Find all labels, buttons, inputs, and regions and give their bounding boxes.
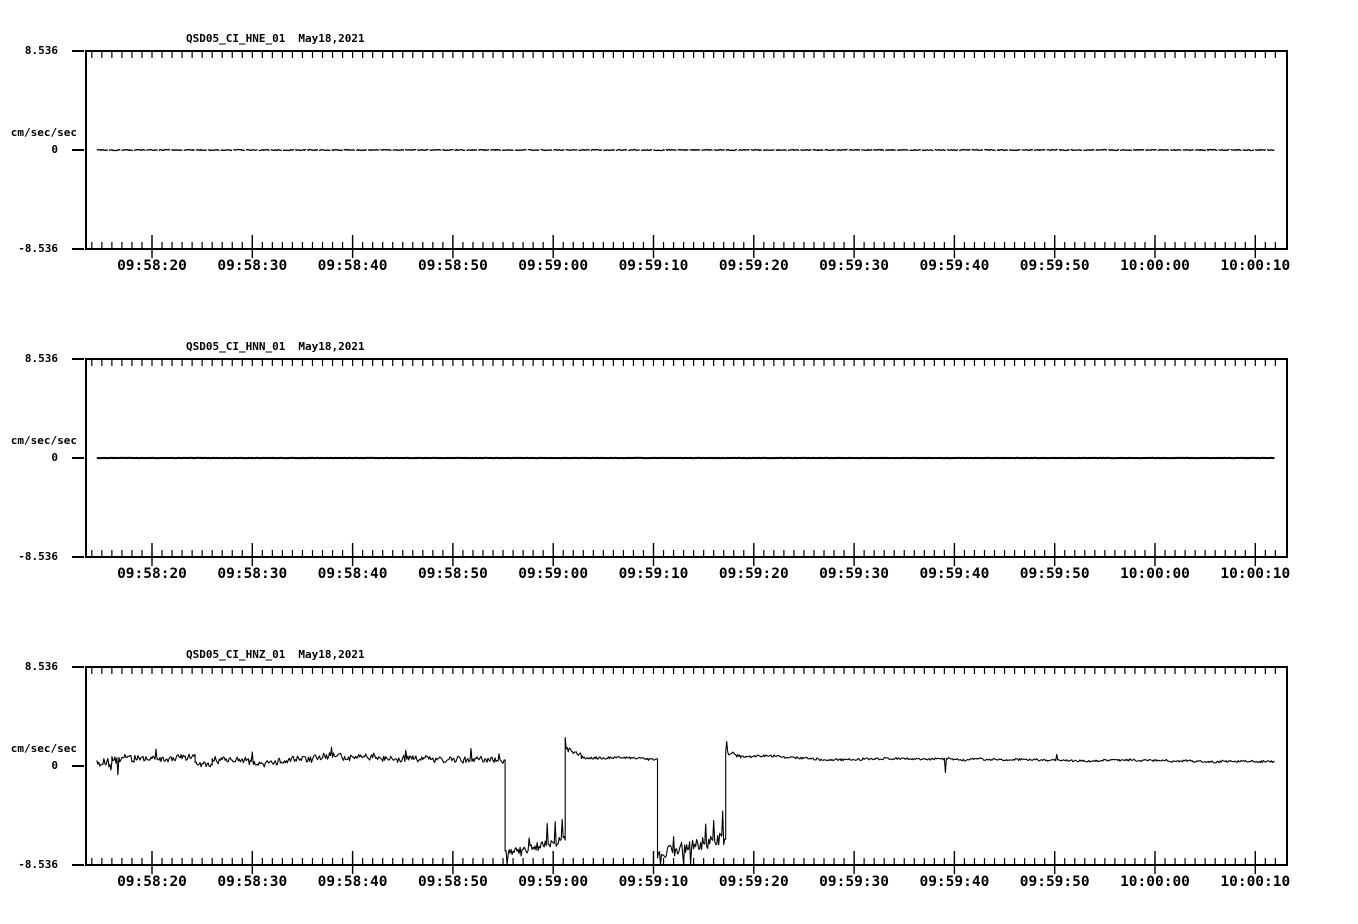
x-tick-label: 09:59:00 — [518, 258, 589, 274]
x-tick-label: 09:58:50 — [417, 566, 488, 582]
panel-date: May18,2021 — [298, 32, 365, 45]
x-tick-label: 09:59:30 — [819, 566, 890, 582]
panel-title: QSD05_CI_HNZ_01 — [186, 648, 286, 661]
x-tick-label: 09:58:40 — [317, 258, 388, 274]
x-tick-label: 09:58:50 — [417, 874, 488, 890]
y-axis-max-label: 8.536 — [24, 352, 58, 365]
panel-date: May18,2021 — [298, 340, 365, 353]
x-tick-label: 10:00:10 — [1220, 874, 1291, 890]
x-tick-label: 10:00:00 — [1120, 566, 1190, 582]
x-tick-label: 09:59:30 — [819, 874, 890, 890]
trace-QSD05_CI_HNZ_01 — [96, 737, 1275, 866]
y-axis-unit-label: cm/sec/sec — [10, 126, 77, 139]
x-tick-label: 10:00:10 — [1220, 566, 1291, 582]
panel-title: QSD05_CI_HNN_01 — [186, 340, 286, 353]
x-tick-label: 10:00:00 — [1120, 874, 1190, 890]
x-tick-label: 09:59:20 — [718, 566, 789, 582]
x-tick-label: 09:58:20 — [117, 874, 187, 890]
x-tick-label: 09:58:30 — [217, 258, 288, 274]
panel-1-axes — [72, 50, 1288, 258]
y-axis-min-label: -8.536 — [18, 858, 58, 871]
x-tick-label: 09:58:30 — [217, 874, 288, 890]
panel-2-axes — [72, 358, 1288, 566]
x-tick-label: 09:58:20 — [117, 566, 187, 582]
x-tick-label: 10:00:10 — [1220, 258, 1291, 274]
x-tick-label: 09:59:20 — [718, 258, 789, 274]
y-axis-min-label: -8.536 — [18, 242, 58, 255]
panel-title: QSD05_CI_HNE_01 — [186, 32, 286, 45]
panel-2-header: QSD05_CI_HNN_01 May18,2021 — [186, 340, 365, 353]
x-tick-label: 09:59:00 — [518, 566, 589, 582]
x-tick-label: 09:59:50 — [1019, 874, 1090, 890]
panel-3-header: QSD05_CI_HNZ_01 May18,2021 — [186, 648, 365, 661]
x-tick-label: 09:59:40 — [919, 874, 990, 890]
x-tick-label: 09:59:40 — [919, 566, 990, 582]
x-tick-label: 09:59:20 — [718, 874, 789, 890]
y-axis-max-label: 8.536 — [24, 44, 58, 57]
y-axis-max-label: 8.536 — [24, 660, 58, 673]
x-tick-label: 09:58:40 — [317, 566, 388, 582]
panel-date: May18,2021 — [298, 648, 365, 661]
panel-3-axes — [72, 666, 1288, 874]
x-tick-label: 09:59:00 — [518, 874, 589, 890]
y-axis-min-label: -8.536 — [18, 550, 58, 563]
x-tick-label: 09:58:40 — [317, 874, 388, 890]
x-tick-label: 09:59:50 — [1019, 566, 1090, 582]
trace-QSD05_CI_HNE_01 — [96, 148, 1275, 152]
x-tick-label: 09:59:40 — [919, 258, 990, 274]
x-tick-label: 09:59:10 — [618, 874, 689, 890]
x-tick-label: 09:58:30 — [217, 566, 288, 582]
y-axis-zero-label: 0 — [51, 759, 58, 772]
y-axis-unit-label: cm/sec/sec — [10, 742, 77, 755]
y-axis-unit-label: cm/sec/sec — [10, 434, 77, 447]
x-tick-label: 10:00:00 — [1120, 258, 1190, 274]
x-tick-label: 09:59:10 — [618, 258, 689, 274]
y-axis-zero-label: 0 — [51, 451, 58, 464]
x-tick-label: 09:58:20 — [117, 258, 187, 274]
x-tick-label: 09:59:10 — [618, 566, 689, 582]
panel-1-header: QSD05_CI_HNE_01 May18,2021 — [186, 32, 365, 45]
x-tick-label: 09:58:50 — [417, 258, 488, 274]
y-axis-zero-label: 0 — [51, 143, 58, 156]
x-tick-label: 09:59:50 — [1019, 258, 1090, 274]
x-tick-label: 09:59:30 — [819, 258, 890, 274]
